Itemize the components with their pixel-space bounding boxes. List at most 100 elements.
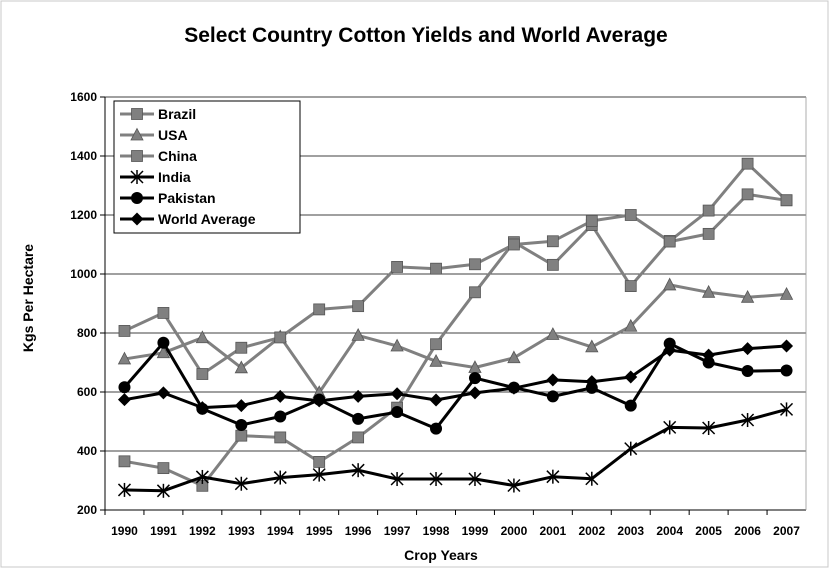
- point-china: [313, 303, 326, 316]
- point-pakistan: [624, 399, 637, 412]
- legend-label: USA: [158, 127, 188, 143]
- point-india: [156, 483, 170, 498]
- legend-item-pakistan: Pakistan: [120, 190, 216, 206]
- x-tick-label: 1993: [228, 524, 255, 538]
- point-china: [741, 188, 754, 201]
- series-line-india: [124, 407, 787, 493]
- point-india: [663, 420, 677, 435]
- point-usa: [585, 339, 599, 353]
- point-india: [702, 420, 716, 435]
- legend-item-usa: USA: [120, 127, 188, 143]
- legend-label: China: [158, 148, 197, 164]
- point-world-average: [312, 394, 326, 408]
- x-axis-label: Crop Years: [404, 547, 478, 563]
- x-tick-label: 2000: [501, 524, 528, 538]
- point-china: [585, 214, 598, 227]
- point-india: [351, 463, 365, 478]
- point-world-average: [273, 389, 287, 403]
- y-tick-label: 1400: [70, 149, 97, 163]
- y-tick-label: 600: [77, 385, 97, 399]
- point-china: [352, 300, 365, 313]
- point-india: [779, 402, 794, 417]
- legend-swatch-marker: [131, 150, 143, 162]
- y-tick-label: 1600: [70, 90, 97, 104]
- series-pakistan: [118, 336, 793, 435]
- point-world-average: [663, 343, 677, 357]
- point-pakistan: [780, 364, 793, 377]
- point-brazil: [702, 204, 715, 217]
- point-usa: [779, 286, 794, 300]
- point-usa: [351, 327, 365, 341]
- point-usa: [546, 327, 560, 340]
- point-world-average: [780, 339, 794, 353]
- point-world-average: [546, 373, 560, 387]
- series-line-pakistan: [123, 341, 787, 431]
- point-india: [273, 470, 287, 485]
- x-tick-label: 2007: [773, 524, 800, 538]
- point-brazil: [469, 286, 481, 299]
- x-tick-label: 2005: [695, 524, 722, 538]
- point-china: [118, 325, 131, 337]
- point-india: [429, 472, 443, 487]
- x-tick-label: 2003: [617, 524, 644, 538]
- y-tick-label: 1000: [70, 267, 97, 281]
- x-tick-label: 1995: [306, 524, 333, 538]
- point-pakistan: [274, 410, 287, 423]
- x-tick-label: 2006: [734, 524, 761, 538]
- point-usa: [390, 338, 404, 352]
- x-tick-label: 1999: [462, 524, 489, 538]
- series-line-china: [123, 192, 787, 376]
- point-brazil: [157, 462, 170, 475]
- point-world-average: [702, 348, 716, 362]
- point-china: [702, 227, 715, 240]
- series-line-usa: [124, 283, 787, 395]
- point-pakistan: [546, 390, 559, 403]
- legend-label: World Average: [158, 211, 256, 227]
- point-brazil: [235, 429, 248, 442]
- legend-swatch-marker: [130, 170, 144, 184]
- legend-swatch-marker: [130, 127, 144, 141]
- point-india: [234, 476, 248, 491]
- point-china: [780, 194, 793, 207]
- x-tick-label: 1990: [111, 524, 138, 538]
- point-world-average: [624, 370, 638, 384]
- legend-item-india: India: [120, 169, 191, 185]
- point-usa: [429, 353, 443, 367]
- point-world-average: [429, 393, 443, 407]
- legend-box: [113, 100, 301, 234]
- point-usa: [701, 284, 716, 298]
- point-india: [117, 482, 132, 497]
- chart-title: Select Country Cotton Yields and World A…: [184, 24, 667, 47]
- point-india: [507, 478, 521, 493]
- point-pakistan: [741, 365, 754, 378]
- point-india: [585, 471, 599, 486]
- point-brazil: [313, 456, 326, 468]
- x-tick-label: 1994: [267, 524, 294, 538]
- point-china: [663, 235, 676, 248]
- point-china: [546, 235, 559, 248]
- point-china: [235, 341, 248, 354]
- axes: [104, 97, 807, 515]
- point-china: [469, 258, 481, 271]
- point-brazil: [546, 258, 559, 271]
- point-china: [430, 262, 442, 275]
- point-pakistan: [157, 336, 170, 349]
- y-tick-labels: 200 400 600 800 1000 1200 1400 1600: [70, 90, 97, 517]
- x-tick-label: 1996: [345, 524, 372, 538]
- point-usa: [195, 330, 210, 344]
- point-pakistan: [352, 412, 365, 425]
- point-pakistan: [702, 356, 715, 369]
- x-tick-label: 2004: [656, 524, 683, 538]
- point-world-average: [234, 399, 248, 413]
- point-world-average: [351, 389, 365, 403]
- series-layer: [117, 157, 794, 498]
- point-china: [391, 261, 403, 273]
- point-world-average: [117, 393, 131, 407]
- point-world-average: [741, 342, 755, 356]
- point-china: [274, 331, 287, 344]
- y-tick-label: 1200: [70, 208, 97, 222]
- point-brazil: [118, 455, 131, 468]
